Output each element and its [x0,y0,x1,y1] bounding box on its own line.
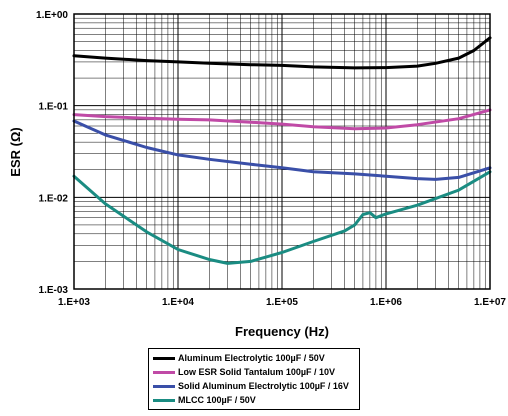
series-line-1 [72,108,492,131]
series-layer [72,36,492,265]
x-tick-label: 1.E+06 [370,297,402,308]
legend-label: MLCC 100µF / 50V [178,395,256,405]
series-line-2 [72,119,492,181]
legend-item: MLCC 100µF / 50V [153,393,355,407]
legend-swatch [153,370,175,374]
y-tick-label: 1.E-01 [39,102,69,113]
legend-item: Solid Aluminum Electrolytic 100µF / 16V [153,379,355,393]
x-axis-label: Frequency (Hz) [235,324,329,339]
legend-label: Aluminum Electrolytic 100µF / 50V [178,353,325,363]
x-tick-label: 1.E+07 [474,297,506,308]
legend-label: Solid Aluminum Electrolytic 100µF / 16V [178,381,349,391]
legend-label: Low ESR Solid Tantalum 100µF / 10V [178,367,336,377]
x-tick-label: 1.E+04 [162,297,194,308]
legend-swatch [153,398,175,402]
y-axis-label: ESR (Ω) [8,127,23,176]
legend-swatch [153,356,175,360]
plot-frame [73,13,491,290]
chart-legend: Aluminum Electrolytic 100µF / 50V Low ES… [148,348,360,410]
y-tick-label: 1.E-03 [39,285,69,296]
x-tick-labels: 1.E+03 1.E+04 1.E+05 1.E+06 1.E+07 [58,297,506,308]
series-line-3 [72,170,492,265]
series-line-0 [72,36,492,70]
x-tick-label: 1.E+05 [266,297,298,308]
y-tick-label: 1.E-02 [39,193,69,204]
legend-swatch [153,384,175,388]
y-tick-labels: 1.E-03 1.E-02 1.E-01 1.E+00 [36,10,68,296]
legend-item: Aluminum Electrolytic 100µF / 50V [153,351,355,365]
x-tick-label: 1.E+03 [58,297,90,308]
legend-item: Low ESR Solid Tantalum 100µF / 10V [153,365,355,379]
esr-chart: 1.E+03 1.E+04 1.E+05 1.E+06 1.E+07 1.E-031.E… [8,10,506,339]
y-tick-label: 1.E+00 [36,10,68,21]
